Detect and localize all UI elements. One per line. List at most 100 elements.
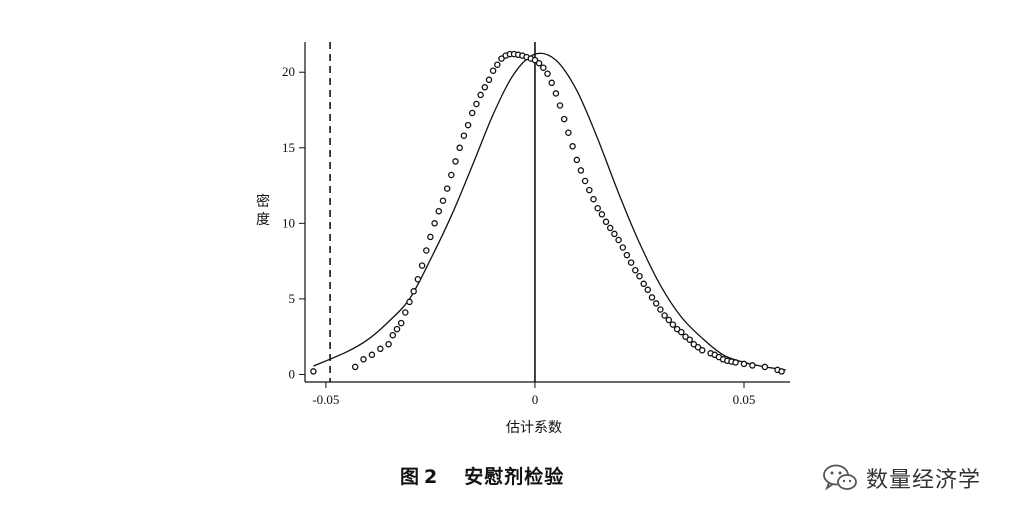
data-point (473, 100, 480, 108)
data-point (552, 90, 560, 97)
data-point (694, 343, 702, 351)
y-axis-title-char-1: 密 (256, 193, 270, 210)
data-point (623, 251, 631, 259)
data-point (648, 294, 656, 301)
plot-area (310, 42, 786, 382)
data-point (377, 345, 384, 353)
data-point (368, 351, 376, 359)
data-point (481, 84, 489, 91)
data-point (544, 70, 551, 77)
data-point (531, 56, 539, 64)
data-point (402, 309, 409, 316)
data-point (611, 230, 618, 238)
caption-number: 2 (424, 466, 439, 488)
data-point (427, 233, 434, 241)
figure-caption: 图 2 安慰剂检验 (400, 462, 564, 489)
data-point (661, 312, 668, 319)
data-point (598, 211, 606, 218)
data-point (586, 186, 593, 194)
data-point (606, 224, 614, 232)
data-point (477, 91, 484, 99)
data-point (577, 167, 585, 174)
data-point (652, 300, 660, 307)
data-point (640, 280, 647, 288)
data-point (489, 67, 497, 74)
data-point (410, 288, 417, 295)
data-point (657, 306, 664, 313)
data-point (556, 102, 564, 109)
data-point (690, 340, 698, 348)
data-point (498, 55, 505, 62)
data-point (456, 144, 463, 152)
data-point (749, 362, 756, 369)
data-point (590, 195, 597, 203)
data-point (397, 319, 405, 327)
data-point (602, 218, 610, 226)
y-tick-label: 20 (282, 64, 295, 79)
data-point (418, 262, 426, 269)
data-point (393, 325, 401, 333)
data-point (435, 207, 443, 215)
data-point (761, 363, 769, 371)
normal-density-line (313, 52, 786, 371)
x-axis-title: 估计系数 (506, 420, 562, 436)
data-point (385, 340, 392, 348)
data-point (535, 59, 543, 67)
data-point (485, 76, 493, 84)
data-point (778, 368, 785, 375)
data-point (644, 286, 652, 294)
data-point (615, 236, 622, 244)
data-point (560, 115, 568, 123)
data-point (389, 331, 397, 339)
data-point (682, 333, 689, 340)
data-point (423, 247, 430, 254)
data-point (669, 321, 677, 328)
data-point (443, 185, 451, 192)
data-point (565, 129, 572, 136)
data-point (494, 61, 501, 68)
data-point (464, 121, 472, 129)
data-point (665, 316, 673, 324)
x-tick-label: 0.05 (733, 392, 756, 407)
y-axis-title-char-2: 度 (256, 212, 270, 228)
data-point (569, 143, 576, 150)
y-tick-label: 15 (282, 140, 295, 155)
data-point (431, 220, 438, 227)
y-tick-label: 5 (289, 291, 296, 306)
data-point (439, 197, 447, 204)
axes: 0 5 10 15 20 -0.05 0 0.05 (282, 42, 790, 407)
data-point (686, 336, 693, 343)
caption-label: 图 (400, 466, 421, 488)
y-tick-label: 10 (282, 215, 295, 230)
data-point (548, 79, 555, 87)
data-point (351, 363, 359, 371)
data-point (460, 132, 468, 139)
data-point (310, 368, 317, 375)
data-point (732, 359, 739, 366)
x-tick-label: 0 (532, 392, 539, 407)
data-point (414, 275, 422, 283)
data-point (627, 259, 635, 266)
wechat-icon (823, 464, 857, 491)
data-point (452, 158, 459, 165)
data-point (573, 156, 581, 164)
data-point (678, 328, 685, 336)
y-tick-label: 0 (289, 366, 296, 381)
caption-title: 安慰剂检验 (464, 466, 565, 488)
data-point (632, 266, 639, 274)
data-point (636, 272, 643, 280)
data-point (619, 244, 627, 251)
watermark-text: 数量经济学 (866, 468, 982, 493)
data-point (698, 347, 706, 354)
data-point (740, 360, 748, 368)
x-tick-label: -0.05 (312, 392, 339, 407)
data-point (468, 109, 476, 117)
data-point (673, 325, 681, 333)
watermark: 数量经济学 (822, 462, 981, 494)
data-point (594, 204, 601, 212)
data-point (581, 177, 589, 185)
data-point (360, 356, 367, 363)
data-point (540, 64, 547, 71)
data-point (448, 171, 455, 179)
